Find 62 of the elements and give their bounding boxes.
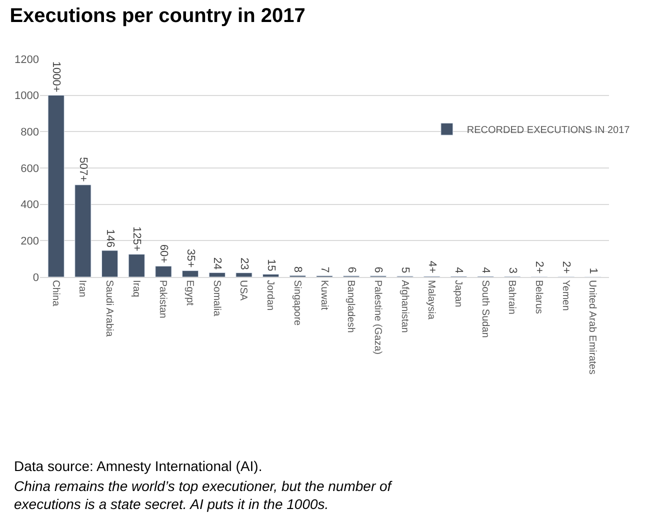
x-tick-label: Iran [76,280,88,298]
bar [74,184,92,277]
y-tick-label: 200 [20,236,39,248]
data-label: 35+ [184,248,196,268]
data-label: 4 [480,267,492,274]
x-tick-label: Belarus [532,280,544,314]
data-label: 60+ [157,244,170,264]
legend-label: RECORDED EXECUTIONS IN 2017 [466,125,630,136]
bar [128,254,145,277]
data-label: 125+ [130,226,143,252]
y-tick-label: 1000 [14,90,39,102]
x-tick-label: USA [238,280,249,301]
data-label: 23 [238,258,250,270]
y-tick-label: 400 [20,199,39,212]
bar [101,250,118,277]
x-tick-label: Saudi Arabia [104,280,115,338]
x-tick-label: Singapore [291,280,302,326]
data-label: 15 [264,259,277,272]
data-label: 6 [372,266,384,273]
x-tick-label: Egypt [184,280,196,306]
data-label: 5 [399,266,412,274]
data-label: 24 [211,257,224,270]
data-label: 8 [292,266,304,273]
data-label: 7 [318,266,330,273]
bar [48,95,64,277]
data-label: 1000+ [50,61,62,92]
y-tick-label: 600 [20,162,39,175]
data-label: 2+ [533,261,546,274]
data-label: 1 [586,268,599,274]
bar [262,274,280,277]
y-tick-label: 800 [20,126,39,138]
data-label: 6 [345,266,358,273]
x-tick-label: Iraq [130,280,142,298]
data-label: 146 [104,229,116,248]
x-tick-label: Yemen [560,280,571,311]
x-tick-label: Pakistan [157,280,168,318]
bar [208,272,226,277]
data-label: 3 [506,267,518,274]
x-tick-label: Japan [452,280,464,308]
x-tick-label: Somalia [210,280,222,317]
x-tick-label: Bangladesh [345,280,356,333]
bar [155,266,172,277]
text: China remains the world’s top executioner, but the number of executions is a state secret. AI puts it in the 1000s. [14,478,394,512]
bar [182,270,199,277]
x-tick-label: Jordan [264,280,276,311]
x-tick-label: Kuwait [318,280,330,310]
x-tick-label: South Sudan [479,280,490,338]
source-note: Data source: Amnesty International (AI). [14,458,262,474]
data-label: 4 [452,267,465,274]
chart-title: Executions per country in 2017 [10,4,306,27]
data-label: 4+ [426,260,438,274]
x-tick-label: China [50,280,61,307]
x-tick-label: United Arab Emirates [586,280,598,374]
data-label: 507+ [76,157,89,182]
x-tick-label: Palestine (Gaza) [372,280,383,354]
x-tick-label: Bahrain [506,280,518,314]
x-tick-label: Malaysia [426,280,437,320]
y-tick-label: 1200 [14,54,39,66]
data-label: 2+ [560,261,572,274]
x-tick-label: Afghanistan [398,280,410,333]
y-tick-label: 0 [32,272,39,284]
bar [236,272,252,277]
